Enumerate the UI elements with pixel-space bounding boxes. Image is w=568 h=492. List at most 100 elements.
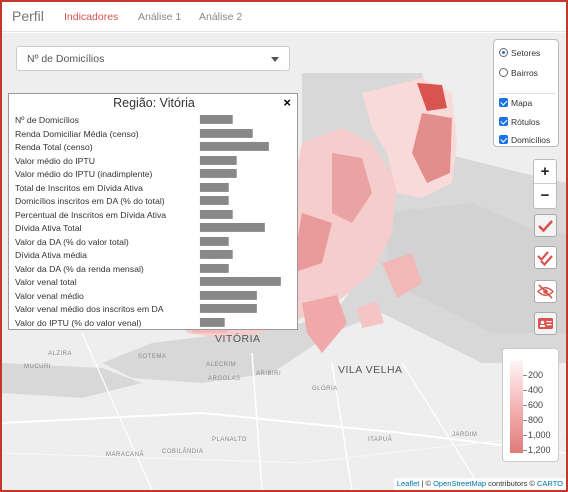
info-row: Valor médio do IPTU █████████ [15, 155, 295, 169]
checkbox-icon[interactable] [499, 135, 508, 144]
info-row-label: Renda Domiciliar Média (censo) [15, 128, 139, 139]
checkbox-icon[interactable] [499, 117, 508, 126]
info-row-value: ███████ [200, 196, 229, 205]
info-row: Percentual de Inscritos em Dívida Ativa █… [15, 209, 295, 223]
double-check-tool-button[interactable] [534, 246, 557, 269]
indicator-select[interactable]: Nº de Domicílios [16, 46, 290, 71]
map-attribution: Leaflet | © OpenStreetMap contributors ©… [393, 478, 566, 490]
id-card-icon [538, 318, 553, 329]
info-row-label: Total de Inscritos em Dívida Ativa [15, 182, 143, 193]
legend-color-bar [510, 361, 523, 453]
info-row-value: █████████ [200, 155, 237, 165]
info-row-label: Valor do IPTU (% do valor venal) [15, 317, 142, 328]
layer-option-rotulos[interactable]: Rótulos [499, 117, 540, 131]
double-check-icon [537, 251, 553, 266]
info-row: Valor venal total ████████████████████ [15, 276, 295, 290]
info-row-value: ████████████████████ [200, 277, 281, 286]
info-row-label: Valor venal total [15, 277, 77, 287]
info-row: Renda Total (censo) █████████████████ [15, 141, 295, 155]
close-icon[interactable]: × [283, 95, 291, 110]
map-canvas[interactable]: VITÓRIA VILA VELHA GLÓRIA ARIBIRI MARACA… [2, 33, 566, 490]
map-label-aribiri: ARIBIRI [256, 371, 282, 377]
layer-option-bairros[interactable]: Bairros [499, 68, 538, 82]
top-navbar: Perfil Indicadores Análise 1 Análise 2 [2, 2, 566, 32]
layer-divider [499, 93, 555, 94]
map-label-planalto: PLANALTO [212, 437, 247, 443]
osm-link[interactable]: OpenStreetMap [433, 479, 487, 488]
info-row-label: Percentual de Inscritos em Dívida Ativa [15, 209, 167, 220]
map-label-mucuri: MUCURI [24, 364, 51, 370]
info-row: Valor do IPTU (% do valor venal) ██████ [15, 317, 295, 331]
map-label-sotema: SOTEMA [138, 354, 167, 360]
map-label-gloria: GLÓRIA [312, 386, 338, 392]
info-row-value: ██████████████ [200, 290, 257, 300]
brand-title[interactable]: Perfil [12, 8, 44, 24]
info-row-value: ███████ [200, 263, 229, 273]
hide-tool-button[interactable] [534, 280, 557, 303]
map-label-itapua: ITAPUÃ [368, 437, 393, 443]
info-row-value: ████████ [200, 209, 233, 219]
info-row-value: ████████ [200, 250, 233, 259]
legend-tick-label: 800 [528, 415, 544, 425]
map-label-argolas: ARGOLAS [208, 376, 241, 382]
radio-icon[interactable] [499, 48, 508, 57]
layer-control: Setores Bairros Mapa Rótulos Domicílios [493, 39, 559, 147]
map-label-alecrim: ALECRIM [206, 362, 237, 368]
info-row-label: Domicílios inscritos em DA (% do total) [15, 196, 165, 206]
info-card-tool-button[interactable] [534, 312, 557, 335]
info-row: Renda Domiciliar Média (censo) ██████████… [15, 128, 295, 142]
info-row-label: Valor da DA (% da renda mensal) [15, 263, 144, 274]
info-row-label: Valor venal médio [15, 290, 84, 301]
map-label-maracana: MARACANÃ [106, 452, 145, 458]
carto-link[interactable]: CARTO [537, 479, 563, 488]
info-row: Domicílios inscritos em DA (% do total) █… [15, 195, 295, 209]
zoom-control: + − [533, 159, 557, 209]
map-label-vila-velha: VILA VELHA [338, 364, 403, 376]
region-info-panel: Região: Vitória × Nº de Domicílios ██████… [8, 93, 298, 330]
info-row: Valor venal médio ██████████████ [15, 290, 295, 304]
info-row: Nº de Domicílios ████████ [15, 114, 295, 128]
info-row-value: ██████ [200, 317, 225, 327]
tab-analise-2[interactable]: Análise 2 [199, 11, 243, 23]
info-row: Valor médio do IPTU (inadimplente) ██████… [15, 168, 295, 182]
info-row-label: Valor da DA (% do valor total) [15, 236, 129, 247]
layer-option-setores[interactable]: Setores [499, 48, 540, 62]
info-row-value: █████████ [200, 169, 237, 178]
tab-analise-1[interactable]: Análise 1 [138, 11, 182, 23]
info-row-value: █████████████ [200, 128, 253, 138]
tab-indicadores[interactable]: Indicadores [64, 11, 119, 23]
info-row-label: Valor venal médio dos inscritos em DA [15, 304, 164, 314]
eye-off-icon [537, 284, 554, 299]
leaflet-link[interactable]: Leaflet [396, 479, 420, 488]
check-icon [538, 220, 553, 233]
info-row: Dívida Ativa Total ████████████████ [15, 222, 295, 236]
info-row: Valor venal médio dos inscritos em DA ███… [15, 303, 295, 317]
map-label-vitoria: VITÓRIA [215, 333, 261, 345]
map-label-cobilandia: COBILÂNDIA [162, 449, 204, 455]
zoom-out-button[interactable]: − [540, 187, 550, 204]
radio-icon[interactable] [499, 68, 508, 77]
chevron-down-icon [271, 57, 279, 62]
indicator-select-value: Nº de Domicílios [27, 53, 105, 65]
choropleth-legend: 200 400 600 800 1,000 1,200 [502, 348, 559, 462]
checkbox-icon[interactable] [499, 98, 508, 107]
info-row: Valor da DA (% do valor total) ███████ [15, 236, 295, 250]
info-row-value: ████████ [200, 115, 233, 124]
info-row-label: Nº de Domicílios [15, 115, 80, 125]
info-row-label: Dívida Ativa média [15, 250, 87, 260]
layer-option-domicilios[interactable]: Domicílios [499, 135, 550, 149]
info-row: Dívida Ativa média ████████ [15, 249, 295, 263]
info-row-label: Valor médio do IPTU [15, 155, 95, 166]
info-row-label: Valor médio do IPTU (inadimplente) [15, 169, 153, 179]
info-row: Valor da DA (% da renda mensal) ███████ [15, 263, 295, 277]
zoom-in-button[interactable]: + [534, 160, 556, 184]
check-tool-button[interactable] [534, 214, 557, 237]
info-row-value: ███████ [200, 182, 229, 192]
layer-option-mapa[interactable]: Mapa [499, 98, 532, 112]
legend-tick-label: 1,000 [528, 430, 551, 440]
info-row-label: Dívida Ativa Total [15, 223, 82, 233]
info-row-value: ████████████████ [200, 223, 265, 232]
info-row-label: Renda Total (censo) [15, 142, 93, 152]
legend-tick-label: 1,200 [528, 445, 551, 455]
